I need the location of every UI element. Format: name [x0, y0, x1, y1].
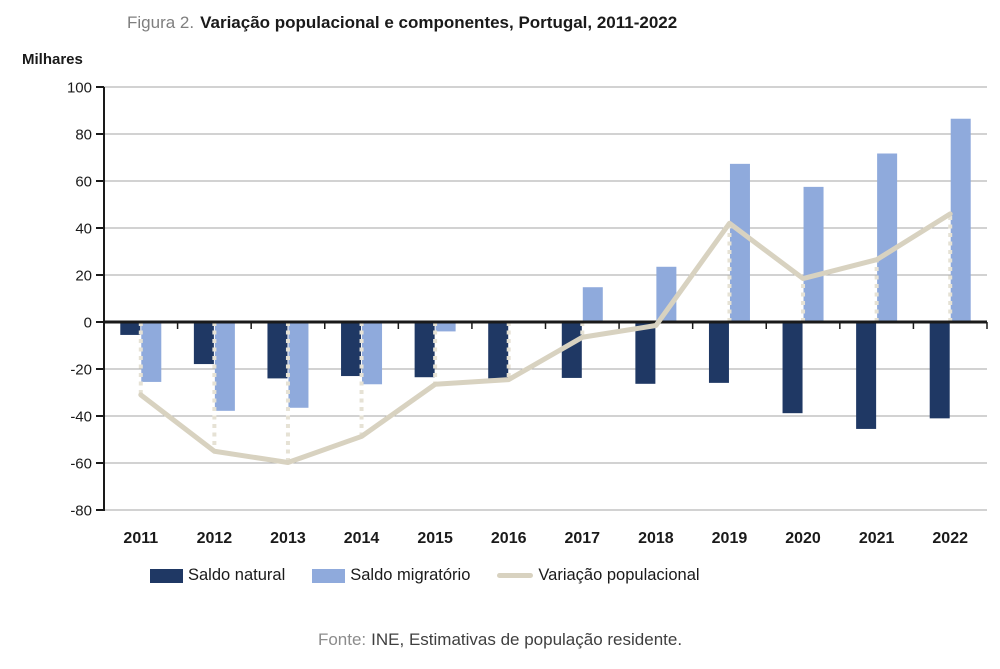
saldo-natural-swatch [150, 568, 183, 583]
legend-label-variacao-populacional: Variação populacional [538, 566, 700, 584]
figure-title: Figura 2. Variação populacional e compone… [127, 13, 677, 33]
population-variation-chart: 100 80 60 40 20 0 -20 -40 -60 -80 2011 2012 2013 2014… [67, 80, 988, 547]
bar-saldo-natural-2015 [414, 322, 435, 378]
x-axis-label-2022: 2022 [932, 530, 968, 547]
bar-saldo-natural-2018 [635, 322, 656, 384]
saldo-migratorio-swatch [312, 568, 346, 583]
bar-saldo-natural-2012 [193, 322, 214, 365]
bar-saldo-natural-2014 [341, 322, 362, 377]
y-axis-label-100: 100 [67, 80, 92, 97]
bar-saldo-migratorio-2013 [288, 322, 309, 408]
x-axis-label-2021: 2021 [859, 530, 895, 547]
variacao-populacional-line-swatch [497, 573, 534, 578]
x-axis-label-2018: 2018 [638, 530, 674, 547]
bar-saldo-migratorio-2012 [214, 322, 235, 411]
x-axis-label-2020: 2020 [785, 530, 821, 547]
y-axis-label--80: -80 [70, 503, 92, 520]
bar-saldo-migratorio-2014 [362, 322, 383, 385]
x-axis-label-2016: 2016 [491, 530, 527, 547]
source-prefix: Fonte: [317, 630, 367, 649]
y-axis-label--20: -20 [70, 362, 92, 379]
y-axis-label-60: 60 [75, 174, 92, 191]
bar-saldo-natural-2021 [856, 322, 877, 429]
bar-saldo-natural-2013 [267, 322, 288, 379]
bar-saldo-natural-2022 [929, 322, 950, 419]
source-caption: Fonte: INE, Estimativas de população resi… [0, 630, 1000, 650]
legend-label-saldo-natural: Saldo natural [188, 566, 286, 584]
legend-item-saldo-migratorio: Saldo migratório [312, 566, 470, 585]
y-axis-label-80: 80 [75, 127, 92, 144]
bar-saldo-natural-2020 [782, 322, 803, 414]
bar-saldo-natural-2019 [708, 322, 729, 383]
figure-title-text: Variação populacional e componentes, Por… [200, 13, 678, 32]
y-axis-label-20: 20 [75, 268, 92, 285]
y-axis-label-40: 40 [75, 221, 92, 238]
line-variacao-populacional [138, 211, 953, 466]
bar-saldo-migratorio-2019 [729, 163, 750, 322]
x-axis-label-2012: 2012 [197, 530, 233, 547]
bar-saldo-natural-2011 [120, 322, 141, 335]
y-axis-label--40: -40 [70, 409, 92, 426]
bar-saldo-migratorio-2017 [582, 287, 603, 322]
x-axis-label-2013: 2013 [270, 530, 306, 547]
bar-saldo-migratorio-2020 [803, 186, 824, 322]
x-axis-label-2011: 2011 [123, 530, 158, 547]
chart-legend: Saldo natural Saldo migratório Variação … [150, 566, 700, 585]
bar-saldo-migratorio-2011 [141, 322, 162, 382]
bar-saldo-migratorio-2021 [877, 153, 898, 322]
x-axis-label-2015: 2015 [417, 530, 453, 547]
legend-label-saldo-migratorio: Saldo migratório [350, 566, 471, 584]
x-axis-label-2014: 2014 [344, 530, 380, 547]
legend-item-saldo-natural: Saldo natural [150, 566, 285, 585]
y-axis-label--60: -60 [70, 456, 92, 473]
bar-saldo-migratorio-2022 [950, 118, 971, 322]
source-text: INE, Estimativas de população residente. [371, 630, 683, 649]
legend-item-variacao-populacional: Variação populacional [497, 566, 700, 585]
y-axis-label-0: 0 [84, 315, 92, 332]
bar-saldo-natural-2017 [561, 322, 582, 378]
figure-number-label: Figura 2. [127, 13, 195, 32]
y-axis-units-label: Milhares [22, 51, 83, 68]
bar-saldo-natural-2016 [488, 322, 509, 379]
x-axis-label-2019: 2019 [712, 530, 748, 547]
x-axis-label-2017: 2017 [564, 530, 600, 547]
bar-saldo-migratorio-2015 [435, 322, 456, 332]
